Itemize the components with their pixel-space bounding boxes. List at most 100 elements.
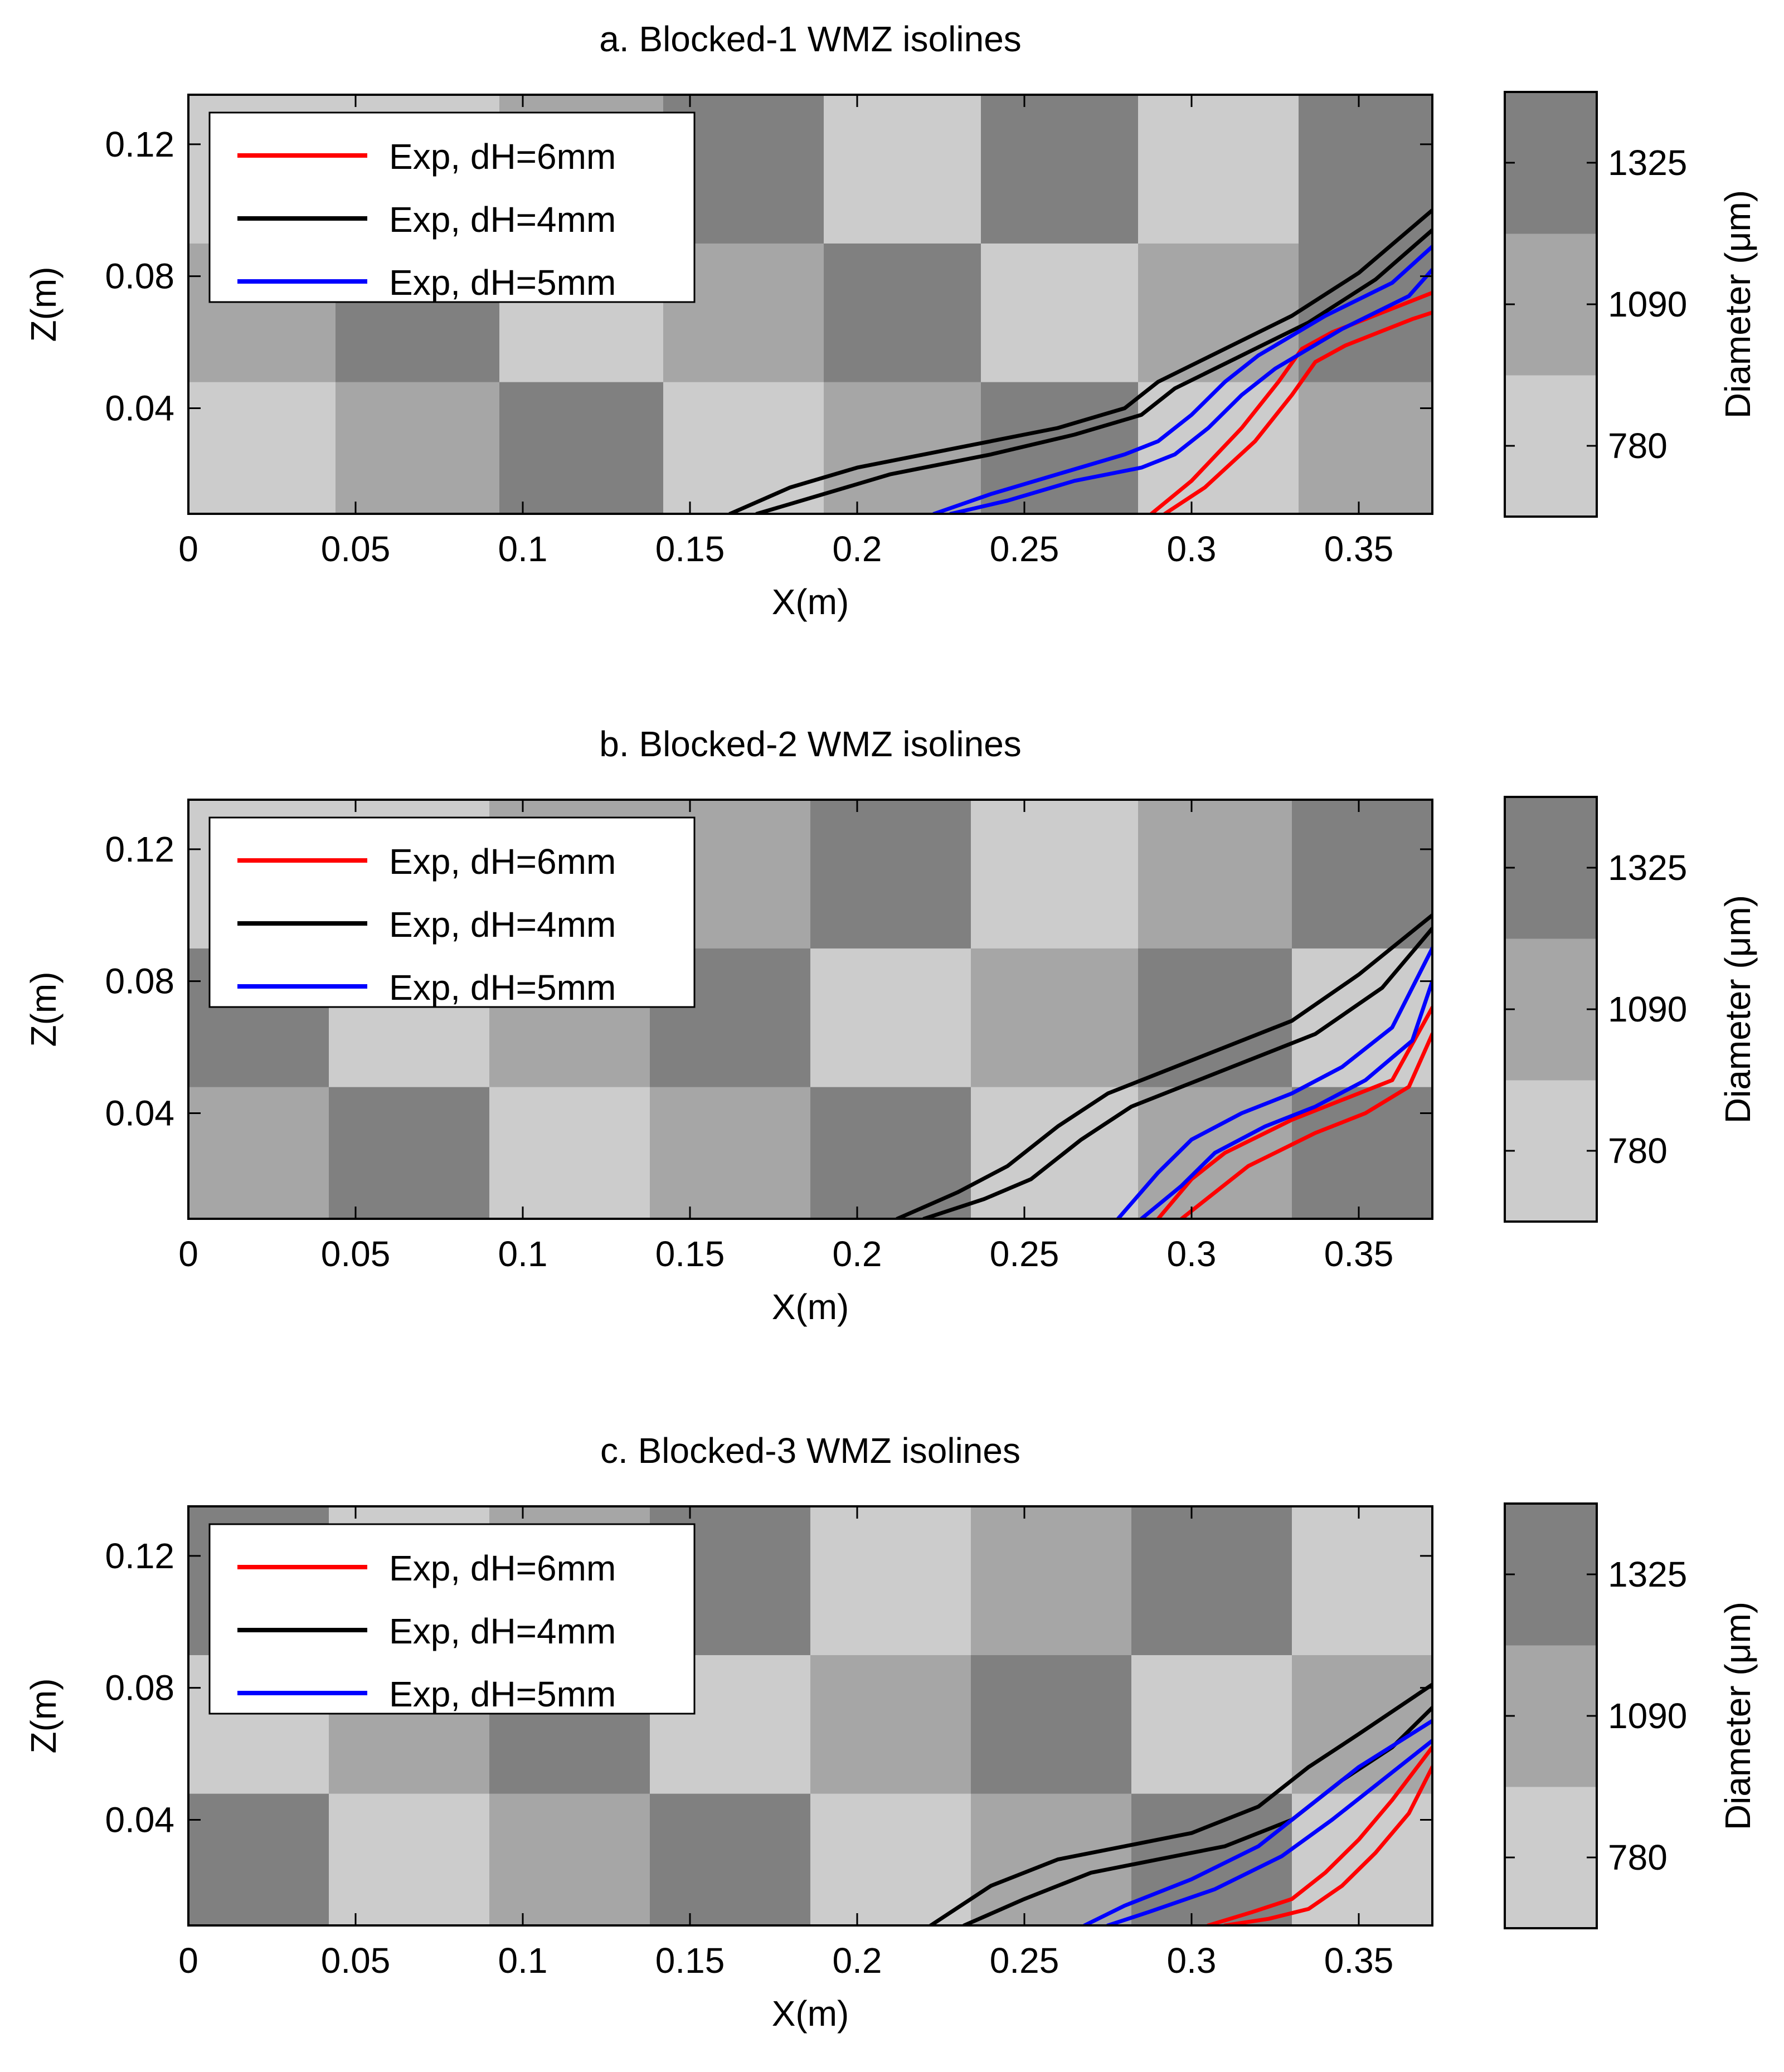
- colorbar-tick-label: 1325: [1608, 143, 1687, 183]
- y-tick-label: 0.08: [105, 961, 174, 1001]
- heatmap-cell: [810, 1087, 971, 1219]
- legend-entry: Exp, dH=6mm: [389, 842, 616, 882]
- isolines: [929, 1682, 1432, 1925]
- y-tick-label: 0.08: [105, 256, 174, 296]
- legend-entry: Exp, dH=5mm: [389, 967, 616, 1008]
- heatmap-cell: [336, 382, 500, 514]
- colorbar-label: Diameter (μm): [1718, 1602, 1758, 1830]
- chart-title: a. Blocked-1 WMZ isolines: [599, 19, 1022, 59]
- x-tick-label: 0.3: [1167, 529, 1217, 569]
- isoline-exp-dh-6mm: [1179, 1032, 1432, 1219]
- colorbar-tick-label: 1090: [1608, 284, 1687, 324]
- colorbar-tick-label: 1090: [1608, 989, 1687, 1029]
- colorbar-band: [1505, 375, 1597, 517]
- y-axis-label: Z(m): [23, 266, 64, 342]
- heatmap-cell: [810, 1506, 971, 1655]
- heatmap-cell: [810, 948, 971, 1087]
- isoline-exp-dh-4mm: [922, 926, 1432, 1219]
- colorbar-tick-label: 780: [1608, 1131, 1668, 1171]
- heatmap-cell: [981, 95, 1139, 244]
- heatmap-cell: [971, 1087, 1139, 1219]
- x-tick-label: 0.05: [321, 529, 391, 569]
- colorbar-band: [1505, 1080, 1597, 1222]
- legend: Exp, dH=6mm Exp, dH=4mm Exp, dH=5mm: [208, 1523, 696, 1715]
- y-tick-label: 0.12: [105, 829, 174, 869]
- heatmap-cell: [489, 1793, 650, 1925]
- colorbar: 780 1090 1325 Diameter (μm): [1504, 1502, 1758, 1929]
- heatmap-cell: [971, 1793, 1132, 1925]
- heatmap-cell: [499, 382, 664, 514]
- colorbar-band: [1505, 1645, 1597, 1787]
- heatmap-cell: [971, 948, 1139, 1087]
- y-tick-label: 0.04: [105, 388, 174, 429]
- isoline-exp-dh-6mm: [1156, 1005, 1432, 1219]
- heatmap-cell: [810, 1793, 971, 1925]
- isoline-exp-dh-5mm: [1139, 979, 1432, 1219]
- x-tick-label: 0.3: [1167, 1940, 1217, 1981]
- x-tick-label: 0.35: [1324, 1234, 1394, 1274]
- x-tick-label: 0.1: [498, 529, 548, 569]
- x-axis-label: X(m): [772, 1993, 849, 2034]
- panel-1: a. Blocked-1 WMZ isolines 0 0.05 0.1 0.15 0.2…: [23, 19, 1758, 622]
- colorbar-tick-label: 780: [1608, 426, 1668, 466]
- heatmap-cell: [489, 1087, 650, 1219]
- x-tick-label: 0.05: [321, 1940, 391, 1981]
- isoline-exp-dh-4mm: [895, 913, 1432, 1219]
- legend-entry: Exp, dH=6mm: [389, 1548, 616, 1588]
- x-tick-label: 0.35: [1324, 1940, 1394, 1981]
- heatmap-cell: [824, 95, 981, 244]
- heatmap-cell: [981, 243, 1139, 382]
- heatmap-cell: [188, 1793, 329, 1925]
- colorbar: 780 1090 1325 Diameter (μm): [1504, 91, 1758, 518]
- colorbar: 780 1090 1325 Diameter (μm): [1504, 796, 1758, 1223]
- heatmap-cell: [663, 382, 824, 514]
- heatmap: [188, 800, 1432, 1219]
- heatmap-cell: [1292, 1655, 1432, 1794]
- heatmap-cell: [1138, 800, 1292, 949]
- x-axis-label: X(m): [772, 582, 849, 622]
- isolines: [895, 913, 1432, 1219]
- colorbar-label: Diameter (μm): [1718, 895, 1758, 1123]
- isoline-exp-dh-6mm: [1206, 1745, 1432, 1925]
- isoline-exp-dh-4mm: [728, 208, 1432, 514]
- heatmap-cell: [1138, 95, 1299, 244]
- heatmap-cell: [1138, 948, 1292, 1087]
- x-tick-label: 0.05: [321, 1234, 391, 1274]
- heatmap-cell: [1292, 948, 1432, 1087]
- isolines: [728, 208, 1432, 514]
- isoline-exp-dh-6mm: [1163, 310, 1432, 514]
- colorbar-band: [1505, 797, 1597, 939]
- heatmap-cell: [971, 1506, 1132, 1655]
- x-tick-label: 0.1: [498, 1940, 548, 1981]
- isoline-exp-dh-5mm: [932, 244, 1432, 514]
- legend-entry: Exp, dH=6mm: [389, 137, 616, 177]
- axes-frame: [187, 799, 1433, 1220]
- colorbar-band: [1505, 92, 1597, 234]
- y-tick-label: 0.12: [105, 1536, 174, 1576]
- heatmap-cell: [1138, 382, 1299, 514]
- heatmap-cell: [810, 1655, 971, 1794]
- heatmap-cell: [824, 243, 981, 382]
- legend-entry: Exp, dH=5mm: [389, 262, 616, 303]
- heatmap-cell: [1299, 95, 1432, 244]
- isoline-exp-dh-6mm: [1149, 290, 1432, 514]
- x-tick-label: 0: [178, 529, 198, 569]
- colorbar-tick-label: 780: [1608, 1837, 1668, 1878]
- heatmap-cell: [1138, 243, 1299, 382]
- colorbar-band: [1505, 938, 1597, 1081]
- colorbar-tick-label: 1325: [1608, 848, 1687, 888]
- heatmap-cell: [650, 1087, 811, 1219]
- colorbar-tick-label: 1090: [1608, 1696, 1687, 1736]
- heatmap-cell: [971, 800, 1139, 949]
- legend-box: [208, 816, 696, 1008]
- colorbar-band: [1505, 1504, 1597, 1646]
- y-tick-label: 0.04: [105, 1093, 174, 1134]
- y-axis-label: Z(m): [23, 1678, 64, 1753]
- heatmap-cell: [1292, 800, 1432, 949]
- x-tick-label: 0: [178, 1234, 198, 1274]
- x-tick-label: 0.2: [833, 1234, 882, 1274]
- legend-entry: Exp, dH=5mm: [389, 1674, 616, 1714]
- heatmap-cell: [810, 800, 971, 949]
- heatmap: [188, 95, 1432, 514]
